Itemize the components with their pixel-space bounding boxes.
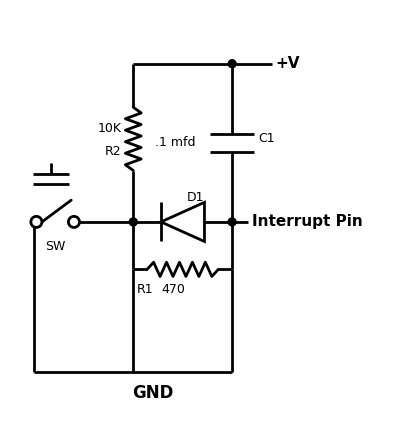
Text: SW: SW [45, 240, 65, 253]
Circle shape [228, 218, 236, 226]
Text: R2: R2 [105, 145, 122, 158]
Circle shape [31, 217, 42, 227]
Circle shape [129, 218, 137, 226]
Text: 470: 470 [161, 283, 185, 296]
Text: 10K: 10K [97, 122, 122, 136]
Circle shape [228, 60, 236, 68]
Circle shape [69, 217, 79, 227]
Text: D1: D1 [186, 191, 204, 204]
Text: R1: R1 [137, 283, 154, 296]
Text: C1: C1 [258, 132, 274, 146]
Text: .1 mfd: .1 mfd [155, 137, 196, 149]
Text: Interrupt Pin: Interrupt Pin [252, 214, 363, 229]
Text: GND: GND [132, 384, 174, 402]
Text: +V: +V [275, 56, 300, 71]
